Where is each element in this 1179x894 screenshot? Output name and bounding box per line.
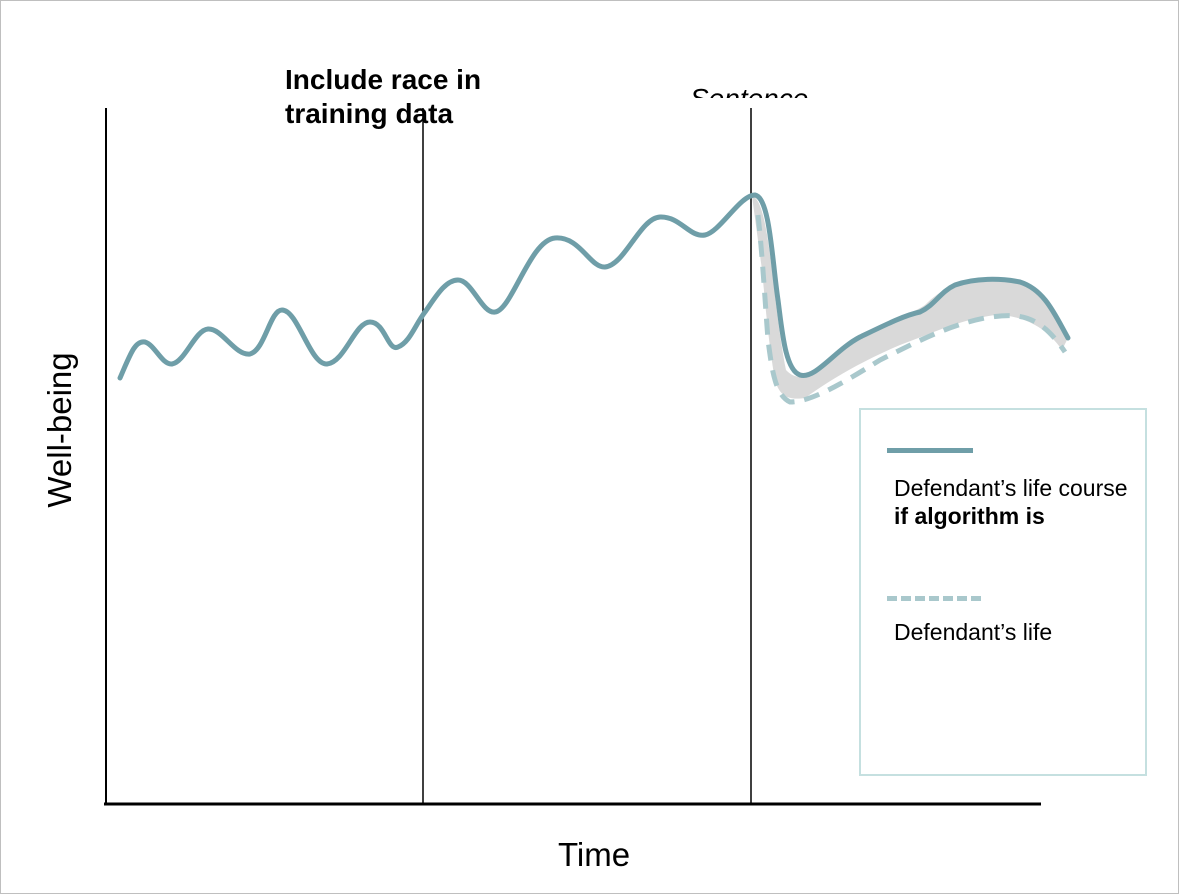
shaded-gap-area [752, 196, 1068, 399]
legend-dashed-swatch [887, 596, 981, 601]
y-axis-label: Well-being [41, 352, 78, 508]
legend-item-1-bold: if algorithm is [894, 503, 1045, 529]
sentence-annotation: Sentence [690, 82, 850, 98]
race-annotation: Include race in training data [285, 64, 482, 129]
legend-box: Defendant’s life course if algorithm is … [859, 408, 1147, 776]
x-axis-label: Time [558, 836, 631, 873]
legend-solid-swatch [887, 448, 973, 453]
solid-life-course-line [117, 192, 1071, 381]
dashed-life-course-line [755, 214, 1068, 405]
legend-item-2-text: Defendant’s life [894, 619, 1053, 645]
legend-item-1-text: Defendant’s life course if algorithm is [894, 474, 1134, 556]
legend-item-1-prefix: Defendant’s life course [894, 475, 1128, 501]
